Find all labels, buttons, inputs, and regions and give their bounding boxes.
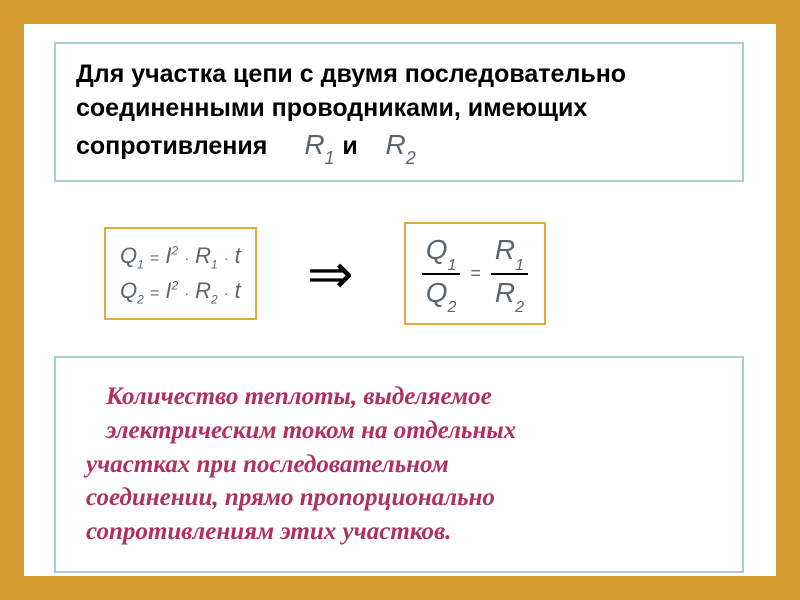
eq-q2-t: t	[235, 278, 241, 303]
conclusion-box: Количество теплоты, выделяемое электриче…	[54, 356, 744, 573]
frac-r-den-sub: 2	[515, 299, 524, 316]
implies-arrow-icon: ⇒	[307, 246, 354, 302]
fraction-r: R1 R2	[491, 234, 528, 313]
heading-line1: Для участка цепи с двумя последовательно	[76, 60, 626, 88]
var-r1: R1	[304, 129, 342, 160]
eq-q1-eq: =	[150, 250, 159, 267]
eq-q1-sub: 1	[137, 258, 144, 272]
var-r1-sub: 1	[325, 148, 335, 168]
eq-q2-q: Q	[120, 278, 137, 303]
heading-line2: соединенными проводниками, имеющих	[76, 94, 587, 122]
equations-row: Q1 = I2 · R1 · t Q2 = I2 · R2 · t ⇒ Q1	[104, 222, 704, 325]
equation-q2: Q2 = I2 · R2 · t	[120, 274, 241, 308]
var-r1-letter: R	[304, 129, 324, 160]
eq-q1-dot1: ·	[184, 250, 189, 266]
equation-set-box: Q1 = I2 · R1 · t Q2 = I2 · R2 · t	[104, 227, 257, 320]
equation-q1: Q1 = I2 · R1 · t	[120, 239, 241, 273]
eq-q1-iexp: 2	[172, 244, 179, 258]
conclusion-line3: участках при последовательном	[86, 448, 712, 482]
frac-q-num-letter: Q	[426, 234, 448, 265]
heading-conj: и	[342, 132, 357, 160]
heading-box: Для участка цепи с двумя последовательно…	[54, 42, 744, 182]
var-r2-sub: 2	[406, 148, 416, 168]
frac-q-den-sub: 2	[447, 299, 456, 316]
conclusion-line4: соединении, прямо пропорционально	[86, 481, 712, 515]
eq-q1-rsub: 1	[211, 258, 218, 272]
eq-q1-t: t	[235, 243, 241, 268]
heading-line3-prefix: сопротивления	[76, 132, 267, 160]
eq-q2-sub: 2	[137, 292, 144, 306]
frac-r-num-letter: R	[495, 234, 515, 265]
conclusion-line2: электрическим током на отдельных	[106, 414, 712, 448]
eq-q1-r: R	[195, 243, 211, 268]
conclusion-line1: Количество теплоты, выделяемое	[106, 380, 712, 414]
eq-q2-iexp: 2	[172, 278, 179, 292]
conclusion-line5: сопротивлениям этих участков.	[86, 515, 712, 549]
fraction-q-num: Q1	[422, 234, 461, 273]
var-r2: R2	[386, 129, 416, 160]
eq-q2-dot1: ·	[184, 285, 189, 301]
frac-q-num-sub: 1	[447, 257, 456, 274]
eq-q2-r: R	[195, 278, 211, 303]
eq-q1-q: Q	[120, 243, 137, 268]
heading-vars: R1 и R2	[304, 126, 415, 167]
fraction-q: Q1 Q2	[422, 234, 461, 313]
var-r2-letter: R	[386, 129, 406, 160]
ratio-eq-sign: =	[470, 263, 481, 284]
ratio-box: Q1 Q2 = R1 R2	[404, 222, 546, 325]
fraction-q-den: Q2	[422, 273, 461, 314]
eq-q2-dot2: ·	[224, 285, 229, 301]
fraction-r-num: R1	[491, 234, 528, 273]
frac-q-den-letter: Q	[426, 277, 448, 308]
eq-q2-eq: =	[150, 285, 159, 302]
frac-r-den-letter: R	[495, 277, 515, 308]
fraction-r-den: R2	[491, 273, 528, 314]
frac-r-num-sub: 1	[515, 257, 524, 274]
eq-q2-rsub: 2	[211, 292, 218, 306]
slide-frame: Для участка цепи с двумя последовательно…	[0, 0, 800, 600]
eq-q1-dot2: ·	[224, 250, 229, 266]
